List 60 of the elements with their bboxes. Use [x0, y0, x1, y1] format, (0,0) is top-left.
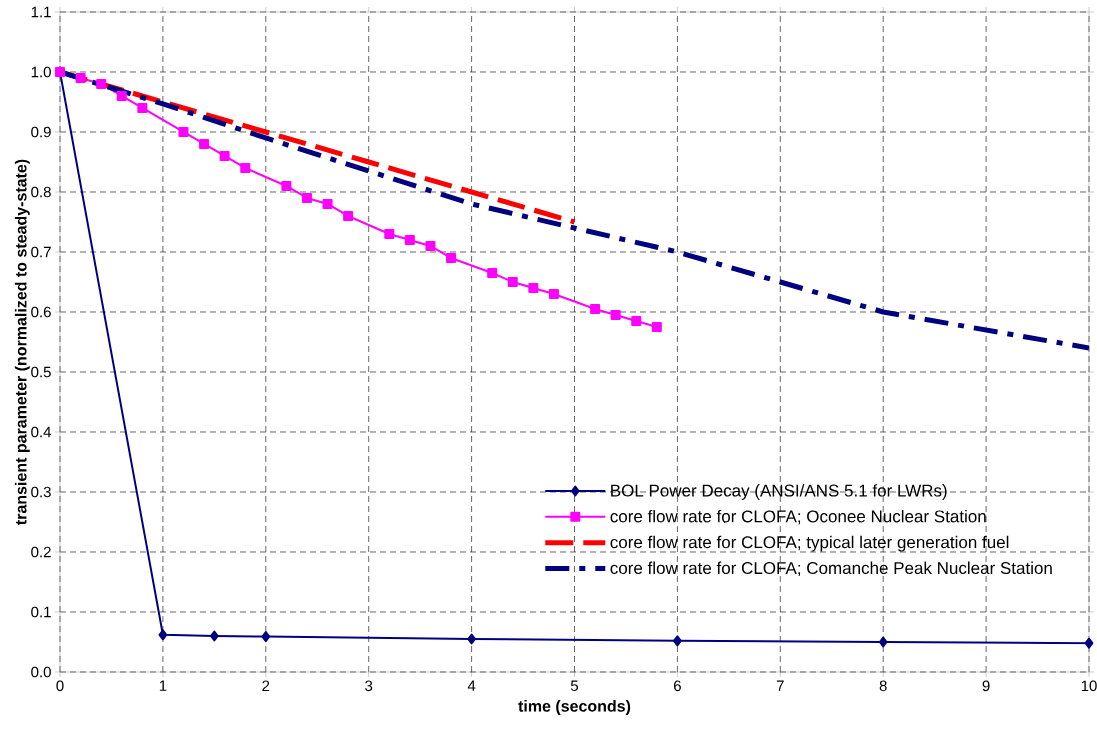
point — [240, 162, 251, 173]
point — [1084, 637, 1094, 649]
y-tick-label: 0.0 — [31, 666, 51, 678]
point — [404, 234, 415, 245]
x-tick-label: 9 — [982, 680, 990, 692]
y-tick-label: 0.9 — [31, 126, 51, 138]
point — [322, 198, 333, 209]
point — [261, 631, 271, 643]
point — [487, 267, 498, 278]
point — [673, 635, 682, 647]
x-tick-label: 0 — [56, 680, 64, 692]
point — [343, 210, 354, 221]
x-tick-label: 4 — [467, 680, 476, 691]
x-tick-label: 7 — [776, 680, 784, 691]
y-axis-title: transient parameter (normalized to steady-state) — [14, 159, 30, 525]
point — [384, 228, 395, 239]
point — [507, 276, 518, 287]
point — [467, 633, 476, 645]
point — [96, 78, 107, 89]
y-tick-label: 0.8 — [31, 186, 51, 198]
point — [878, 636, 888, 648]
y-tick-label: 0.4 — [31, 426, 52, 438]
legend-label: BOL Power Decay (ANSI/ANS 5.1 for LWRs) — [611, 484, 947, 500]
point — [137, 102, 148, 113]
y-tick-label: 0.2 — [31, 546, 51, 558]
point — [446, 252, 457, 263]
legend-label: core flow rate for CLOFA; typical later generation fuel — [610, 535, 1009, 552]
x-axis-title: time (seconds) — [518, 700, 631, 715]
point — [116, 90, 127, 101]
point — [209, 630, 219, 642]
y-tick-label: 0.5 — [31, 366, 51, 378]
point — [651, 321, 662, 332]
point — [425, 240, 436, 251]
x-tick-label: 8 — [879, 680, 887, 692]
y-tick-label: 1.1 — [31, 6, 51, 18]
point — [178, 126, 189, 137]
point — [590, 303, 601, 314]
x-tick-label: 10 — [1081, 680, 1097, 692]
y-tick-label: 0.7 — [31, 246, 51, 258]
x-tick-label: 2 — [262, 680, 270, 691]
point — [301, 192, 312, 203]
point — [199, 138, 210, 149]
x-tick-label: 1 — [159, 680, 167, 691]
point — [75, 72, 86, 83]
point — [610, 309, 621, 320]
y-tick-label: 0.6 — [31, 306, 51, 318]
point — [219, 150, 230, 161]
x-tick-label: 3 — [365, 680, 373, 692]
y-tick-label: 0.3 — [31, 486, 51, 498]
point — [548, 288, 559, 299]
point — [158, 629, 168, 641]
point — [528, 282, 539, 293]
legend-label: core flow rate for CLOFA; Oconee Nuclear Station — [610, 509, 986, 525]
y-tick-label: 0.1 — [31, 606, 51, 618]
y-tick-label: 1.0 — [31, 66, 51, 78]
legend-label: core flow rate for CLOFA; Comanche Peak Nuclear Station — [610, 561, 1052, 577]
point — [281, 180, 292, 191]
x-tick-label: 5 — [570, 680, 579, 691]
x-tick-label: 6 — [674, 680, 681, 692]
point — [631, 315, 642, 326]
